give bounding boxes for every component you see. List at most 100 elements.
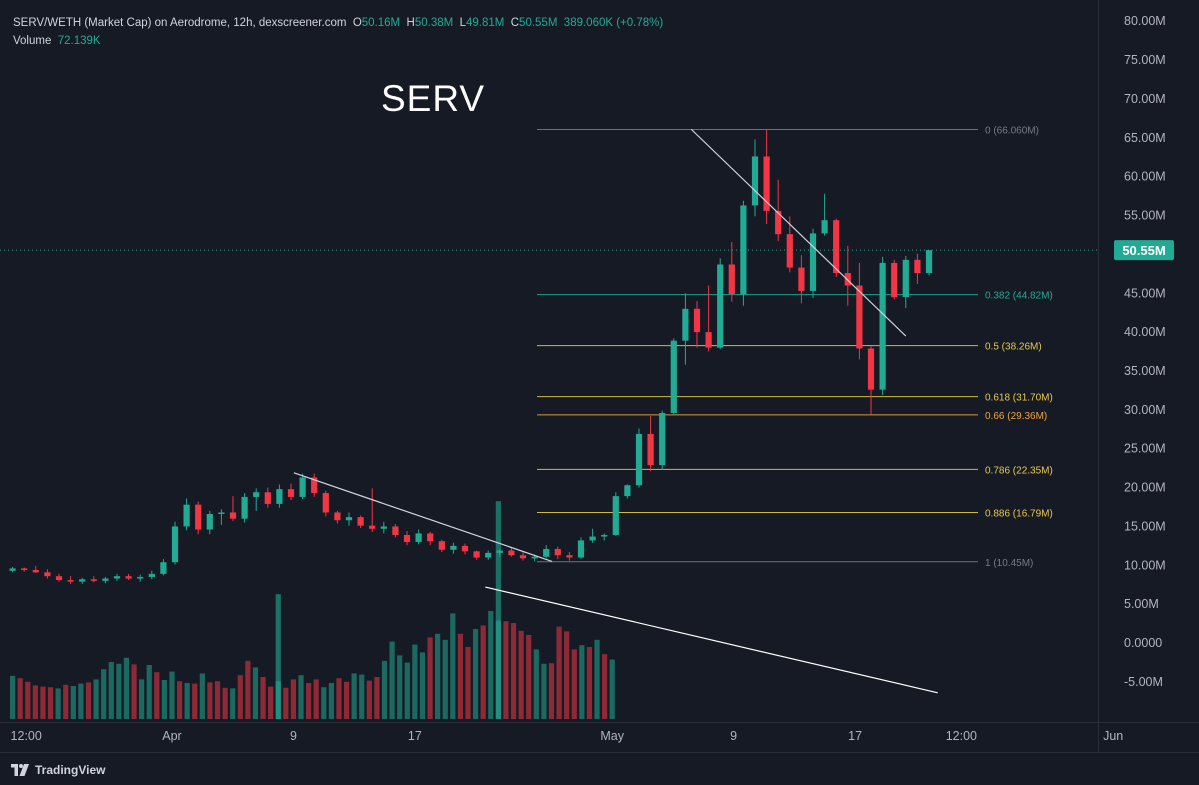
candle-body <box>508 550 515 556</box>
price-chart[interactable]: 80.00M75.00M70.00M65.00M60.00M55.00M50.0… <box>0 0 1199 752</box>
candle-body <box>751 156 759 206</box>
volume-bar <box>366 680 372 719</box>
volume-bar <box>548 663 555 719</box>
candle-body <box>925 250 933 274</box>
volume-bar <box>184 683 190 719</box>
fib-level-label: 0.5 (38.26M) <box>985 342 1042 353</box>
volume-bar <box>176 681 183 719</box>
candle-body <box>601 534 608 537</box>
last-price-text: 50.55M <box>1122 243 1165 258</box>
low-value: 49.81M <box>465 17 505 29</box>
fib-level-label: 0.786 (22.35M) <box>985 465 1053 476</box>
volume-bar <box>412 644 418 719</box>
y-tick-label: 15.00M <box>1124 519 1166 533</box>
volume-bar <box>351 673 357 719</box>
volume-bar <box>602 654 608 719</box>
x-tick-label: Apr <box>162 729 181 743</box>
candle-body <box>775 210 782 235</box>
volume-bar <box>419 652 426 719</box>
fib-level-label: 0.66 (29.36M) <box>985 411 1047 422</box>
volume-bar <box>564 631 570 719</box>
volume-bar <box>533 649 539 719</box>
candle-body <box>32 569 39 573</box>
candle-body <box>287 489 295 497</box>
volume-bar <box>17 678 23 719</box>
candle-body <box>612 496 619 535</box>
change-value: 389.060K (+0.78%) <box>563 17 664 29</box>
volume-bar <box>381 660 388 719</box>
volume-bar <box>116 663 122 719</box>
volume-bar <box>404 662 410 719</box>
volume-bar <box>169 671 175 719</box>
volume-spike-bar <box>495 501 501 719</box>
volume-bar <box>306 683 312 719</box>
candle-body <box>415 533 422 542</box>
x-tick-label: 17 <box>408 729 422 743</box>
candle-body <box>879 262 886 390</box>
candle-body <box>531 556 538 559</box>
volume-bar <box>63 684 69 719</box>
candle-body <box>380 526 387 529</box>
candle-body <box>206 514 213 530</box>
candle-body <box>659 412 666 466</box>
y-tick-label: 5.00M <box>1124 597 1159 611</box>
y-tick-label: 55.00M <box>1124 209 1166 223</box>
volume-bar <box>510 623 517 719</box>
candle-body <box>427 533 434 542</box>
y-tick-label: 80.00M <box>1124 14 1166 28</box>
candle-body <box>740 205 747 295</box>
candle-body <box>914 259 921 274</box>
chart-annotation-text: SERV <box>381 78 486 119</box>
candle-body <box>438 541 445 550</box>
volume-bar <box>78 683 84 719</box>
candle-body <box>577 540 585 558</box>
candle-body <box>171 526 179 563</box>
candle-body <box>554 548 561 556</box>
candle-body <box>195 504 202 530</box>
candle-body <box>786 234 793 268</box>
trendline <box>485 586 938 694</box>
volume-bar <box>290 679 297 719</box>
volume-bar <box>85 682 92 719</box>
volume-bar <box>55 688 61 719</box>
y-tick-label: 60.00M <box>1124 170 1166 184</box>
candle-body <box>833 220 840 274</box>
volume-bar <box>389 641 395 719</box>
candle-body <box>809 233 817 291</box>
candle-body <box>461 545 469 552</box>
volume-value: 72.139K <box>57 35 101 47</box>
candle-body <box>160 562 167 574</box>
y-tick-label: -5.00M <box>1124 675 1163 689</box>
volume-bar <box>93 679 99 719</box>
candle-body <box>682 308 689 341</box>
volume-bar <box>123 657 130 719</box>
candle-body <box>821 220 828 234</box>
candle-body <box>693 308 701 333</box>
fib-level-label: 0 (66.060M) <box>985 126 1039 137</box>
volume-bar <box>70 686 76 719</box>
candle-body <box>276 489 283 504</box>
candle-body <box>311 477 318 494</box>
volume-bar <box>199 673 205 719</box>
tradingview-logo[interactable]: TradingView <box>11 763 105 777</box>
y-tick-label: 75.00M <box>1124 53 1166 67</box>
symbol-title: SERV/WETH (Market Cap) on Aerodrome, 12h… <box>13 17 347 29</box>
candle-body <box>485 552 492 558</box>
volume-bar <box>10 675 16 719</box>
candle-body <box>229 512 237 519</box>
y-tick-label: 20.00M <box>1124 481 1166 495</box>
candle-body <box>763 156 770 211</box>
y-tick-label: 45.00M <box>1124 286 1166 300</box>
volume-bar <box>328 683 334 719</box>
volume-bar <box>457 633 464 719</box>
candle-body <box>496 550 503 553</box>
candle-body <box>369 525 376 529</box>
volume-bar <box>161 680 167 719</box>
volume-bar <box>579 645 585 719</box>
trendline <box>690 128 907 337</box>
volume-bar <box>450 613 456 719</box>
price-axis-divider <box>1098 0 1099 752</box>
volume-bar <box>503 621 509 719</box>
volume-bar <box>435 633 441 719</box>
volume-bar <box>374 677 380 719</box>
